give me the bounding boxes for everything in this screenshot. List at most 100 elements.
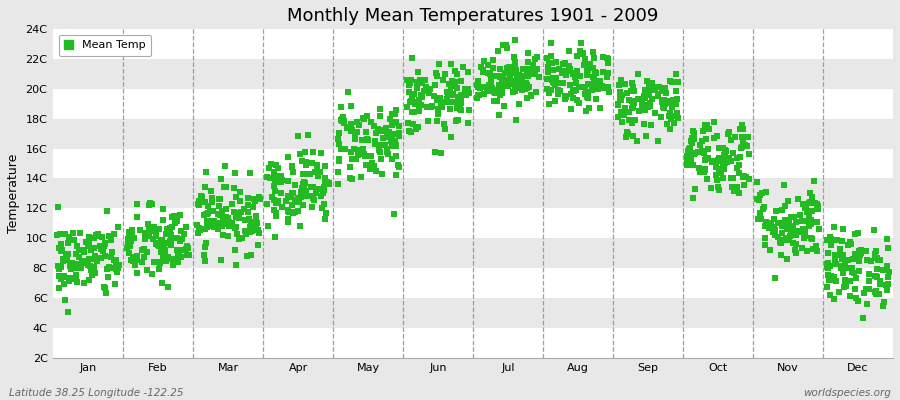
Point (648, 110, 662, 116)
Point (551, 86, 565, 93)
Point (157, 206, 171, 212)
Point (482, 82, 496, 88)
Point (173, 238, 187, 244)
Point (667, 120, 681, 126)
Point (371, 126, 385, 132)
Point (284, 162, 299, 169)
Point (127, 235, 141, 241)
Point (335, 117, 349, 124)
Point (404, 76, 419, 83)
Point (542, 90, 556, 96)
Point (881, 281, 896, 287)
Point (110, 268, 124, 275)
Point (297, 184, 311, 191)
Point (626, 133, 640, 139)
Point (388, 138, 402, 144)
Point (734, 122, 749, 128)
Point (642, 86, 656, 93)
Point (626, 98, 640, 105)
Point (179, 243, 194, 249)
Point (402, 89, 417, 96)
Point (158, 248, 172, 254)
Point (384, 138, 399, 144)
Point (433, 95, 447, 101)
Point (716, 152, 731, 159)
Point (821, 260, 835, 266)
Point (93, 242, 107, 249)
Point (542, 60, 556, 66)
Point (832, 289, 846, 296)
Point (192, 202, 206, 208)
Point (388, 110, 402, 117)
Point (450, 116, 464, 123)
Point (346, 146, 361, 152)
Point (505, 80, 519, 87)
Point (821, 272, 835, 278)
Point (383, 133, 398, 139)
Point (69, 272, 84, 278)
Point (296, 180, 310, 187)
Point (102, 233, 116, 239)
Point (56, 256, 70, 262)
Point (84, 247, 98, 254)
Point (705, 159, 719, 165)
Point (174, 228, 188, 234)
Point (487, 89, 501, 95)
Point (221, 223, 236, 229)
Point (296, 193, 310, 199)
Point (588, 81, 602, 88)
Point (477, 57, 491, 64)
Point (454, 106, 468, 113)
Point (281, 216, 295, 222)
Point (758, 235, 772, 241)
Point (215, 232, 230, 238)
Point (109, 266, 123, 272)
Point (850, 295, 864, 302)
Point (599, 74, 614, 80)
Point (284, 194, 298, 200)
Point (299, 158, 313, 165)
Point (202, 208, 217, 214)
Point (473, 85, 488, 91)
Point (269, 213, 284, 219)
Point (775, 237, 789, 244)
Point (876, 266, 890, 273)
Bar (53, 298, 893, 328)
Point (310, 162, 324, 168)
Point (318, 163, 332, 170)
Point (367, 123, 382, 130)
Point (292, 198, 306, 204)
Point (657, 98, 671, 105)
Point (384, 110, 399, 117)
Point (738, 142, 752, 148)
Point (508, 67, 523, 73)
Point (806, 178, 821, 184)
Point (820, 261, 834, 268)
Text: worldspecies.org: worldspecies.org (803, 388, 891, 398)
Point (734, 145, 748, 151)
Point (122, 240, 136, 247)
Point (507, 70, 521, 76)
Point (823, 263, 837, 270)
Point (281, 193, 295, 199)
Point (306, 149, 320, 155)
Point (451, 94, 465, 100)
Point (413, 76, 428, 83)
Point (98, 253, 112, 259)
Point (579, 89, 593, 95)
Point (262, 164, 276, 171)
Point (601, 60, 616, 66)
Point (169, 218, 184, 224)
Point (308, 169, 322, 175)
Point (685, 139, 699, 146)
Point (805, 194, 819, 200)
Point (878, 282, 893, 289)
Point (546, 75, 561, 81)
Point (637, 121, 652, 127)
Point (805, 236, 819, 242)
Point (867, 226, 881, 233)
Point (271, 197, 285, 204)
Point (373, 149, 387, 155)
Point (440, 89, 454, 95)
Point (624, 88, 638, 94)
